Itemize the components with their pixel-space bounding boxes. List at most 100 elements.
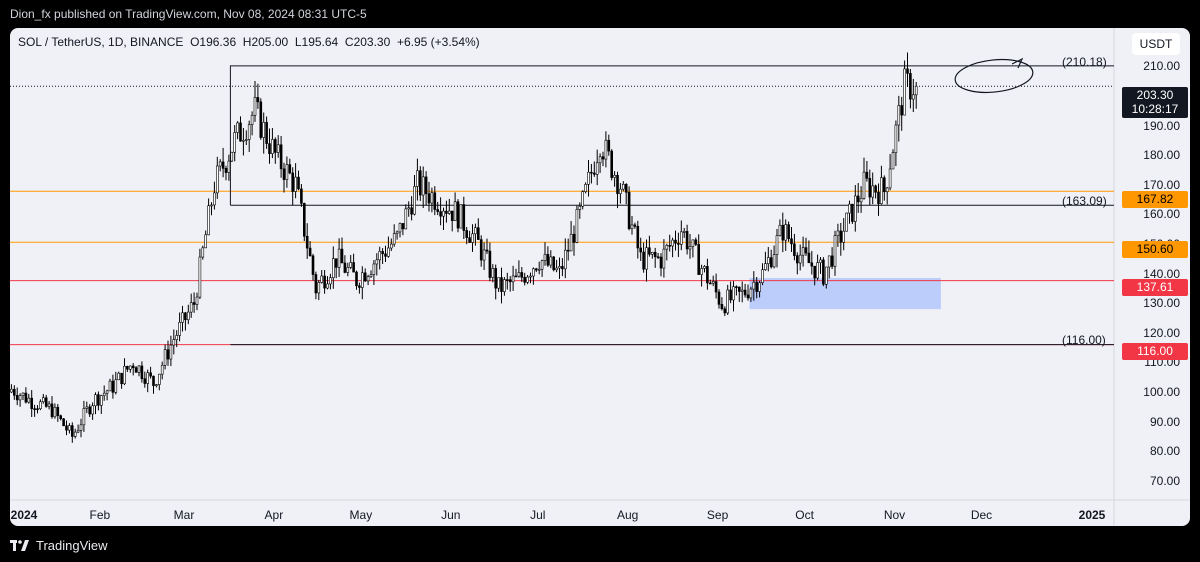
candle-body[interactable] xyxy=(798,254,802,264)
candle-body[interactable] xyxy=(511,275,515,283)
candle-body[interactable] xyxy=(726,289,730,314)
candle-body[interactable] xyxy=(740,289,744,292)
candle-body[interactable] xyxy=(82,408,86,426)
candle-body[interactable] xyxy=(68,425,71,431)
annotation-circle[interactable] xyxy=(954,56,1035,96)
candle-body[interactable] xyxy=(900,105,904,116)
candle-body[interactable] xyxy=(259,101,263,138)
candle-body[interactable] xyxy=(323,275,326,289)
candle-body[interactable] xyxy=(421,176,425,196)
candle-body[interactable] xyxy=(18,395,22,401)
candle-body[interactable] xyxy=(21,392,25,396)
candle-body[interactable] xyxy=(291,172,295,192)
candle-body[interactable] xyxy=(514,275,518,278)
candle-body[interactable] xyxy=(250,115,254,125)
candle-body[interactable] xyxy=(856,195,860,203)
candle-body[interactable] xyxy=(459,204,463,229)
candle-body[interactable] xyxy=(743,289,747,296)
candle-body[interactable] xyxy=(447,210,451,214)
candle-body[interactable] xyxy=(830,255,834,267)
candle-body[interactable] xyxy=(430,192,434,204)
candle-body[interactable] xyxy=(450,210,454,221)
candle-body[interactable] xyxy=(503,279,506,292)
candle-body[interactable] xyxy=(456,201,460,229)
candle-body[interactable] xyxy=(474,227,477,235)
candle-body[interactable] xyxy=(653,251,657,258)
candle-body[interactable] xyxy=(592,172,596,175)
candle-body[interactable] xyxy=(384,253,387,257)
candle-body[interactable] xyxy=(253,97,257,116)
candle-body[interactable] xyxy=(56,406,60,416)
candle-body[interactable] xyxy=(659,256,663,269)
candle-body[interactable] xyxy=(633,224,637,227)
candle-body[interactable] xyxy=(337,248,341,268)
range-top-line[interactable] xyxy=(229,65,1114,206)
candle-body[interactable] xyxy=(590,171,593,174)
candle-body[interactable] xyxy=(595,162,599,175)
candle-body[interactable] xyxy=(247,124,251,140)
candle-body[interactable] xyxy=(891,152,895,170)
candle-body[interactable] xyxy=(407,207,411,210)
candle-body[interactable] xyxy=(360,272,364,288)
candle-body[interactable] xyxy=(88,406,91,415)
candle-body[interactable] xyxy=(575,209,579,243)
candle-body[interactable] xyxy=(903,68,906,116)
candle-body[interactable] xyxy=(91,405,94,415)
candle-body[interactable] xyxy=(888,168,892,189)
candle-body[interactable] xyxy=(543,254,547,261)
candle-body[interactable] xyxy=(714,281,718,293)
candle-body[interactable] xyxy=(53,406,57,418)
candle-body[interactable] xyxy=(30,397,34,409)
candle-body[interactable] xyxy=(114,379,118,393)
candle-body[interactable] xyxy=(111,380,115,393)
candle-body[interactable] xyxy=(349,262,353,268)
candle-body[interactable] xyxy=(703,266,706,269)
candle-body[interactable] xyxy=(685,231,689,250)
candle-body[interactable] xyxy=(877,191,880,204)
candle-body[interactable] xyxy=(604,139,608,160)
candle-body[interactable] xyxy=(717,291,721,305)
candle-body[interactable] xyxy=(389,243,393,249)
candle-body[interactable] xyxy=(479,239,483,261)
candle-body[interactable] xyxy=(494,268,498,289)
candle-body[interactable] xyxy=(537,268,541,271)
candle-body[interactable] xyxy=(650,251,654,255)
candle-body[interactable] xyxy=(735,286,738,288)
candle-body[interactable] xyxy=(288,164,292,174)
candle-body[interactable] xyxy=(302,203,306,237)
candle-body[interactable] xyxy=(758,282,761,292)
candle-body[interactable] xyxy=(282,168,286,180)
candle-body[interactable] xyxy=(465,230,469,238)
candle-body[interactable] xyxy=(331,258,335,278)
candle-body[interactable] xyxy=(587,171,590,185)
candle-body[interactable] xyxy=(552,256,556,271)
candle-body[interactable] xyxy=(50,403,54,418)
candle-body[interactable] xyxy=(827,255,831,268)
candle-body[interactable] xyxy=(195,296,199,305)
candle-body[interactable] xyxy=(833,235,837,267)
candle-body[interactable] xyxy=(189,302,193,313)
candle-body[interactable] xyxy=(775,235,779,255)
candle-body[interactable] xyxy=(737,286,741,292)
candle-body[interactable] xyxy=(355,271,358,287)
candle-body[interactable] xyxy=(822,259,825,285)
candle-body[interactable] xyxy=(648,247,651,255)
candle-body[interactable] xyxy=(97,394,100,406)
candle-body[interactable] xyxy=(47,403,51,407)
candle-body[interactable] xyxy=(555,267,558,271)
candle-body[interactable] xyxy=(761,269,764,284)
candle-body[interactable] xyxy=(549,256,553,266)
candle-body[interactable] xyxy=(491,268,495,278)
candle-body[interactable] xyxy=(897,105,901,126)
candle-body[interactable] xyxy=(697,244,701,275)
candle-body[interactable] xyxy=(152,375,155,386)
candle-body[interactable] xyxy=(842,230,846,243)
candle-body[interactable] xyxy=(210,204,213,207)
candle-body[interactable] xyxy=(793,243,796,256)
candle-body[interactable] xyxy=(41,397,45,403)
candle-body[interactable] xyxy=(529,275,532,278)
candle-body[interactable] xyxy=(33,408,36,410)
candle-body[interactable] xyxy=(601,156,605,160)
candle-body[interactable] xyxy=(468,237,471,243)
candle-body[interactable] xyxy=(102,392,106,396)
